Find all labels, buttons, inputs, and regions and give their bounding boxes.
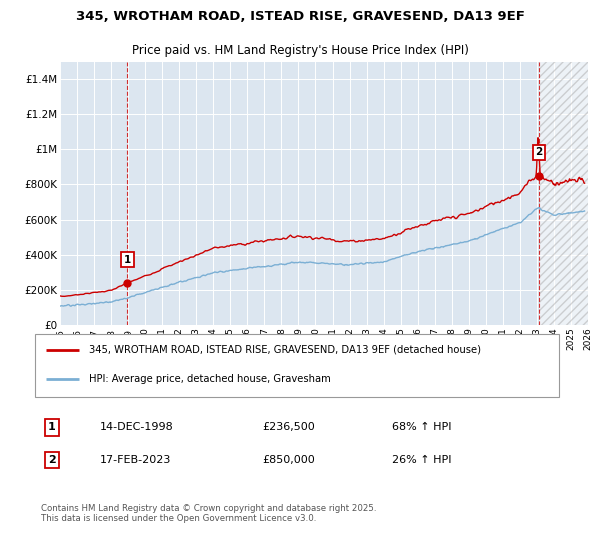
Text: 26% ↑ HPI: 26% ↑ HPI: [392, 455, 451, 465]
Text: 345, WROTHAM ROAD, ISTEAD RISE, GRAVESEND, DA13 9EF (detached house): 345, WROTHAM ROAD, ISTEAD RISE, GRAVESEN…: [89, 345, 481, 355]
Text: 1: 1: [48, 422, 55, 432]
Bar: [539, 62, 588, 325]
Text: 17-FEB-2023: 17-FEB-2023: [100, 455, 172, 465]
Text: 68% ↑ HPI: 68% ↑ HPI: [392, 422, 451, 432]
Text: £850,000: £850,000: [262, 455, 315, 465]
Text: HPI: Average price, detached house, Gravesham: HPI: Average price, detached house, Grav…: [89, 375, 331, 384]
FancyBboxPatch shape: [35, 334, 559, 397]
Text: 2: 2: [535, 147, 542, 157]
Text: 14-DEC-1998: 14-DEC-1998: [100, 422, 174, 432]
Text: 345, WROTHAM ROAD, ISTEAD RISE, GRAVESEND, DA13 9EF: 345, WROTHAM ROAD, ISTEAD RISE, GRAVESEN…: [76, 10, 524, 24]
Text: Price paid vs. HM Land Registry's House Price Index (HPI): Price paid vs. HM Land Registry's House …: [131, 44, 469, 57]
Text: 1: 1: [124, 255, 131, 265]
Text: £236,500: £236,500: [262, 422, 315, 432]
Text: Contains HM Land Registry data © Crown copyright and database right 2025.
This d: Contains HM Land Registry data © Crown c…: [41, 503, 376, 523]
Text: 2: 2: [48, 455, 55, 465]
